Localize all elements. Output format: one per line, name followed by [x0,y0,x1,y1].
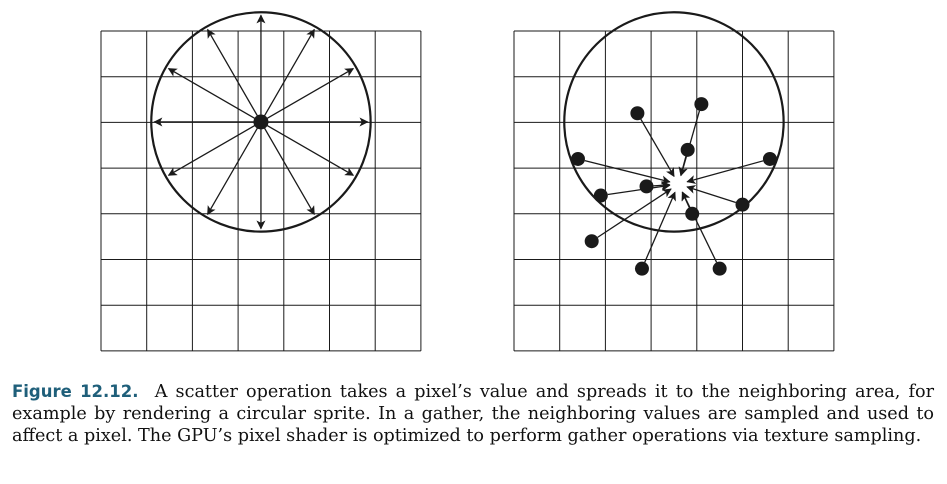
gather-diagram [513,11,835,352]
scatter-arrow [260,28,315,123]
sample-point-dot [735,197,750,212]
sample-point-dot [694,97,709,112]
sample-point-dot [712,261,727,276]
gather-arrow [584,160,671,185]
scatter-arrow [260,121,315,216]
scatter-arrow [260,121,355,176]
gather-arrow [681,191,718,263]
sprite-circle [150,11,372,233]
sample-point-dot [762,151,777,166]
scatter-arrow [260,68,355,123]
source-pixel-dot [253,114,269,130]
scatter-arrow [207,28,262,123]
sample-point-dot [584,234,599,249]
figure-caption: Figure 12.12. A scatter operation takes … [12,381,934,447]
gather-arrow [607,182,671,196]
sample-point-dot [634,261,649,276]
pixel-grid [513,30,835,352]
gather-arrow [644,191,676,263]
figure-12-12 [100,11,835,352]
scatter-arrow [207,121,262,216]
gather-arrow [640,118,675,178]
gather-arrow [686,185,737,204]
sample-point-dot [630,106,645,121]
scatter-arrow [167,68,262,123]
gather-arrow [686,160,764,184]
gather-arrow [678,156,688,177]
sample-point-dot [593,188,608,203]
scatter-arrow [167,121,262,176]
caption-label: Figure 12.12. [12,382,139,401]
sample-point-dot [680,142,695,157]
sample-region-circle [563,11,785,233]
caption-text: A scatter operation takes a pixel’s valu… [12,382,934,446]
scatter-diagram [100,11,422,352]
gather-arrow [597,188,672,238]
sample-point-dot [570,151,585,166]
sample-point-dot [685,206,700,221]
sample-point-dot [639,179,654,194]
gather-arrow [653,180,671,190]
